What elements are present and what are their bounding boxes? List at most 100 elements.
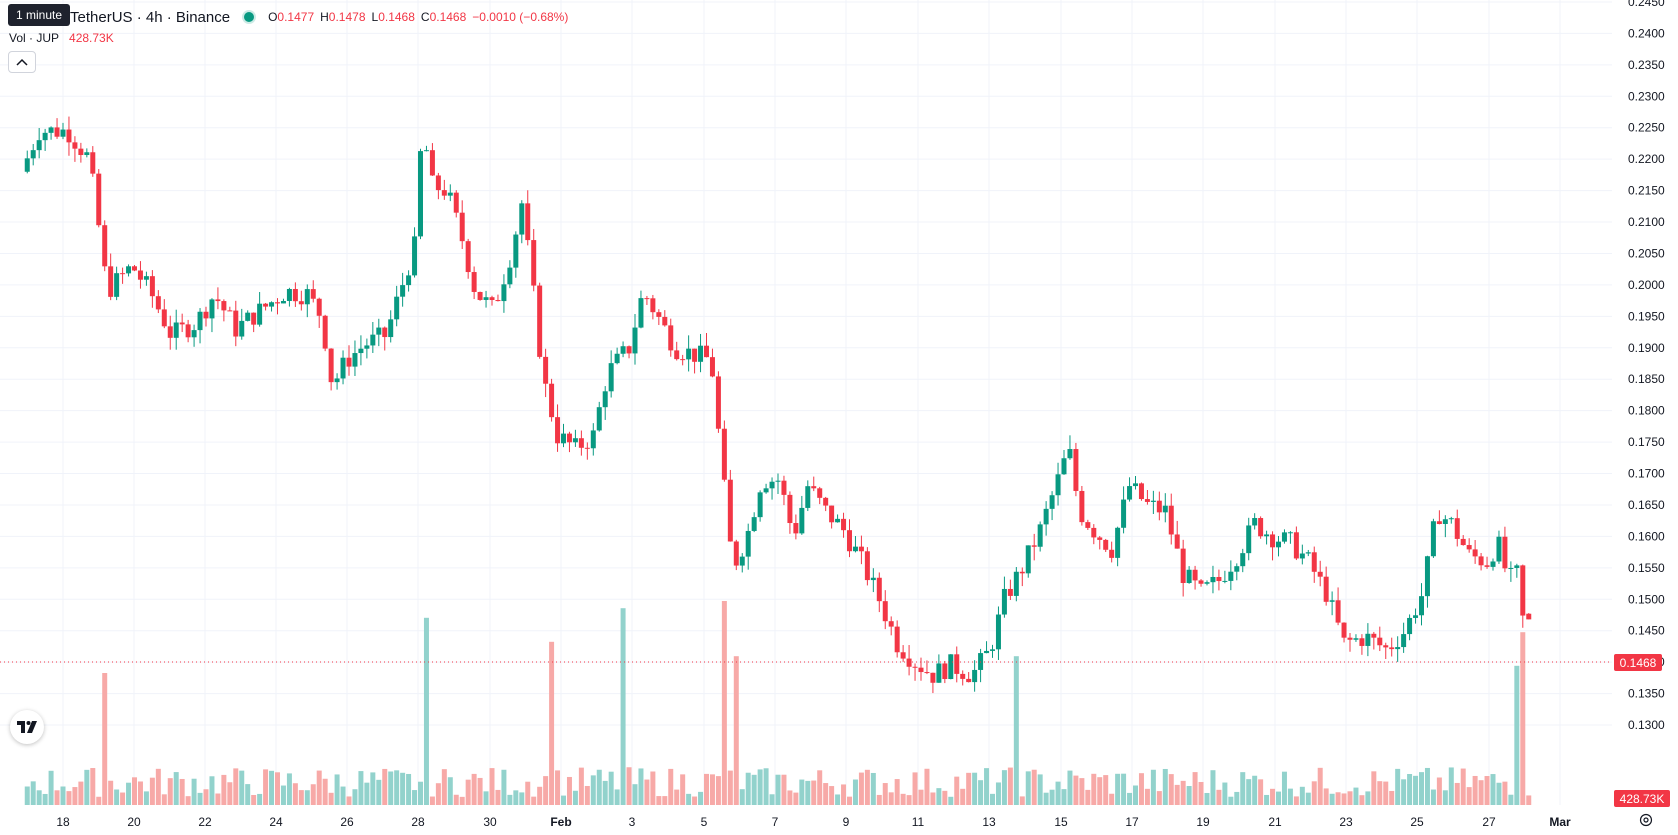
volume-bar <box>507 794 513 805</box>
candle-body <box>78 148 84 156</box>
candle-body <box>799 507 805 534</box>
collapse-legend-button[interactable] <box>8 51 36 73</box>
candle-body <box>686 348 692 360</box>
candle-body <box>733 541 739 566</box>
price-axis[interactable]: 0.2450 0.2400 0.2350 0.2300 0.2250 0.2200 0.21… <box>1628 0 1665 732</box>
volume-bar <box>1144 788 1150 805</box>
volume-bar <box>1383 781 1389 805</box>
candle-body <box>322 315 328 349</box>
candle-body <box>239 320 245 337</box>
candle-body <box>429 150 435 176</box>
volume-bar <box>263 769 269 805</box>
volume-bar <box>48 770 54 805</box>
volume-bar <box>364 782 370 805</box>
volume-bar <box>1067 770 1073 805</box>
volume-bar <box>751 774 757 805</box>
volume-bar <box>1365 791 1371 805</box>
volume-bar <box>614 789 620 805</box>
candle-body <box>209 299 215 319</box>
candle-body <box>602 391 608 408</box>
candle-body <box>793 523 799 534</box>
volume-bar <box>805 780 811 805</box>
gear-icon[interactable] <box>1636 810 1656 830</box>
candle-body <box>1258 518 1264 537</box>
candle-body <box>858 546 864 552</box>
candle-body <box>1246 525 1252 554</box>
candle-body <box>721 428 727 480</box>
chevron-up-icon <box>16 58 28 66</box>
volume-bar <box>102 673 108 805</box>
volume-bar <box>1341 793 1347 805</box>
volume-bar <box>1276 791 1281 805</box>
candle-body <box>1347 637 1353 640</box>
candle-body <box>352 353 358 367</box>
market-status-icon[interactable] <box>242 10 257 24</box>
price-tick-label: 0.1500 <box>1628 592 1665 606</box>
volume-bar <box>161 794 167 805</box>
price-tick-label: 0.1700 <box>1628 467 1665 481</box>
price-tick-label: 0.1450 <box>1628 624 1665 638</box>
candle-body <box>1186 569 1192 584</box>
volume-bar <box>1436 777 1442 805</box>
candle-body <box>423 150 429 152</box>
candle-body <box>900 652 906 659</box>
current-volume-label: 428.73K <box>1614 790 1670 807</box>
candle-body <box>525 203 531 241</box>
volume-bar <box>1121 773 1127 805</box>
candle-body <box>638 298 644 328</box>
volume-bar <box>1520 632 1526 805</box>
volume-bar <box>1186 786 1192 805</box>
volume-bar <box>1490 774 1496 805</box>
candle-body <box>1019 571 1025 574</box>
time-axis[interactable]: 18 20 22 24 26 28 30 Feb 3 5 7 9 11 13 15 17 19 21 23 25 27 M… <box>56 815 1571 829</box>
volume-bar <box>60 786 66 805</box>
volume-bar <box>1103 775 1109 805</box>
volume-bar <box>608 771 614 805</box>
volume-bar <box>120 792 126 805</box>
volume-bar <box>495 789 501 805</box>
candle-body <box>1323 576 1329 602</box>
volume-bar <box>1025 771 1031 805</box>
volume-legend[interactable]: Vol · JUP 428.73K <box>9 31 114 45</box>
symbol-title[interactable]: TetherUS · 4h · Binance <box>70 8 231 26</box>
candle-body <box>1198 580 1204 584</box>
volume-bar <box>1472 775 1478 805</box>
candle-body <box>1454 518 1460 539</box>
volume-bar <box>858 772 864 805</box>
candle-body <box>495 299 501 302</box>
volume-bar <box>90 768 96 805</box>
candle-body <box>817 488 823 498</box>
volume-bar <box>757 769 763 805</box>
volume-bar <box>632 784 638 805</box>
price-tick-label: 0.2300 <box>1628 89 1665 103</box>
time-tick-label: 11 <box>912 815 925 829</box>
volume-bar <box>1252 775 1258 805</box>
candle-body <box>477 291 483 300</box>
volume-bar <box>406 773 412 805</box>
symbol-legend[interactable]: TetherUS · 4h · Binance O0.1477 H0.1478 … <box>8 6 568 28</box>
volume-bar <box>787 790 793 805</box>
candle-body <box>1341 622 1347 638</box>
candle-body <box>340 357 346 379</box>
volume-bar <box>799 779 805 805</box>
volume-bar <box>1240 772 1246 805</box>
candle-body <box>1133 483 1138 487</box>
volume-bar <box>1448 767 1454 805</box>
volume-bar <box>566 776 572 805</box>
price-tick-label: 0.2250 <box>1628 121 1665 135</box>
volume-bar <box>78 781 84 805</box>
volume-bar <box>1127 792 1133 805</box>
candle-body <box>132 266 137 271</box>
volume-bar <box>948 796 954 805</box>
volume-bar <box>733 656 739 805</box>
candle-body <box>739 556 745 566</box>
candle-body <box>1490 561 1496 567</box>
tradingview-logo-icon[interactable] <box>10 710 44 744</box>
time-tick-label: 21 <box>1268 815 1282 829</box>
volume-bar <box>1091 773 1097 805</box>
candle-body <box>1043 508 1049 525</box>
volume-bar <box>143 791 149 805</box>
candle-body <box>847 530 852 552</box>
candle-body <box>1287 532 1293 534</box>
